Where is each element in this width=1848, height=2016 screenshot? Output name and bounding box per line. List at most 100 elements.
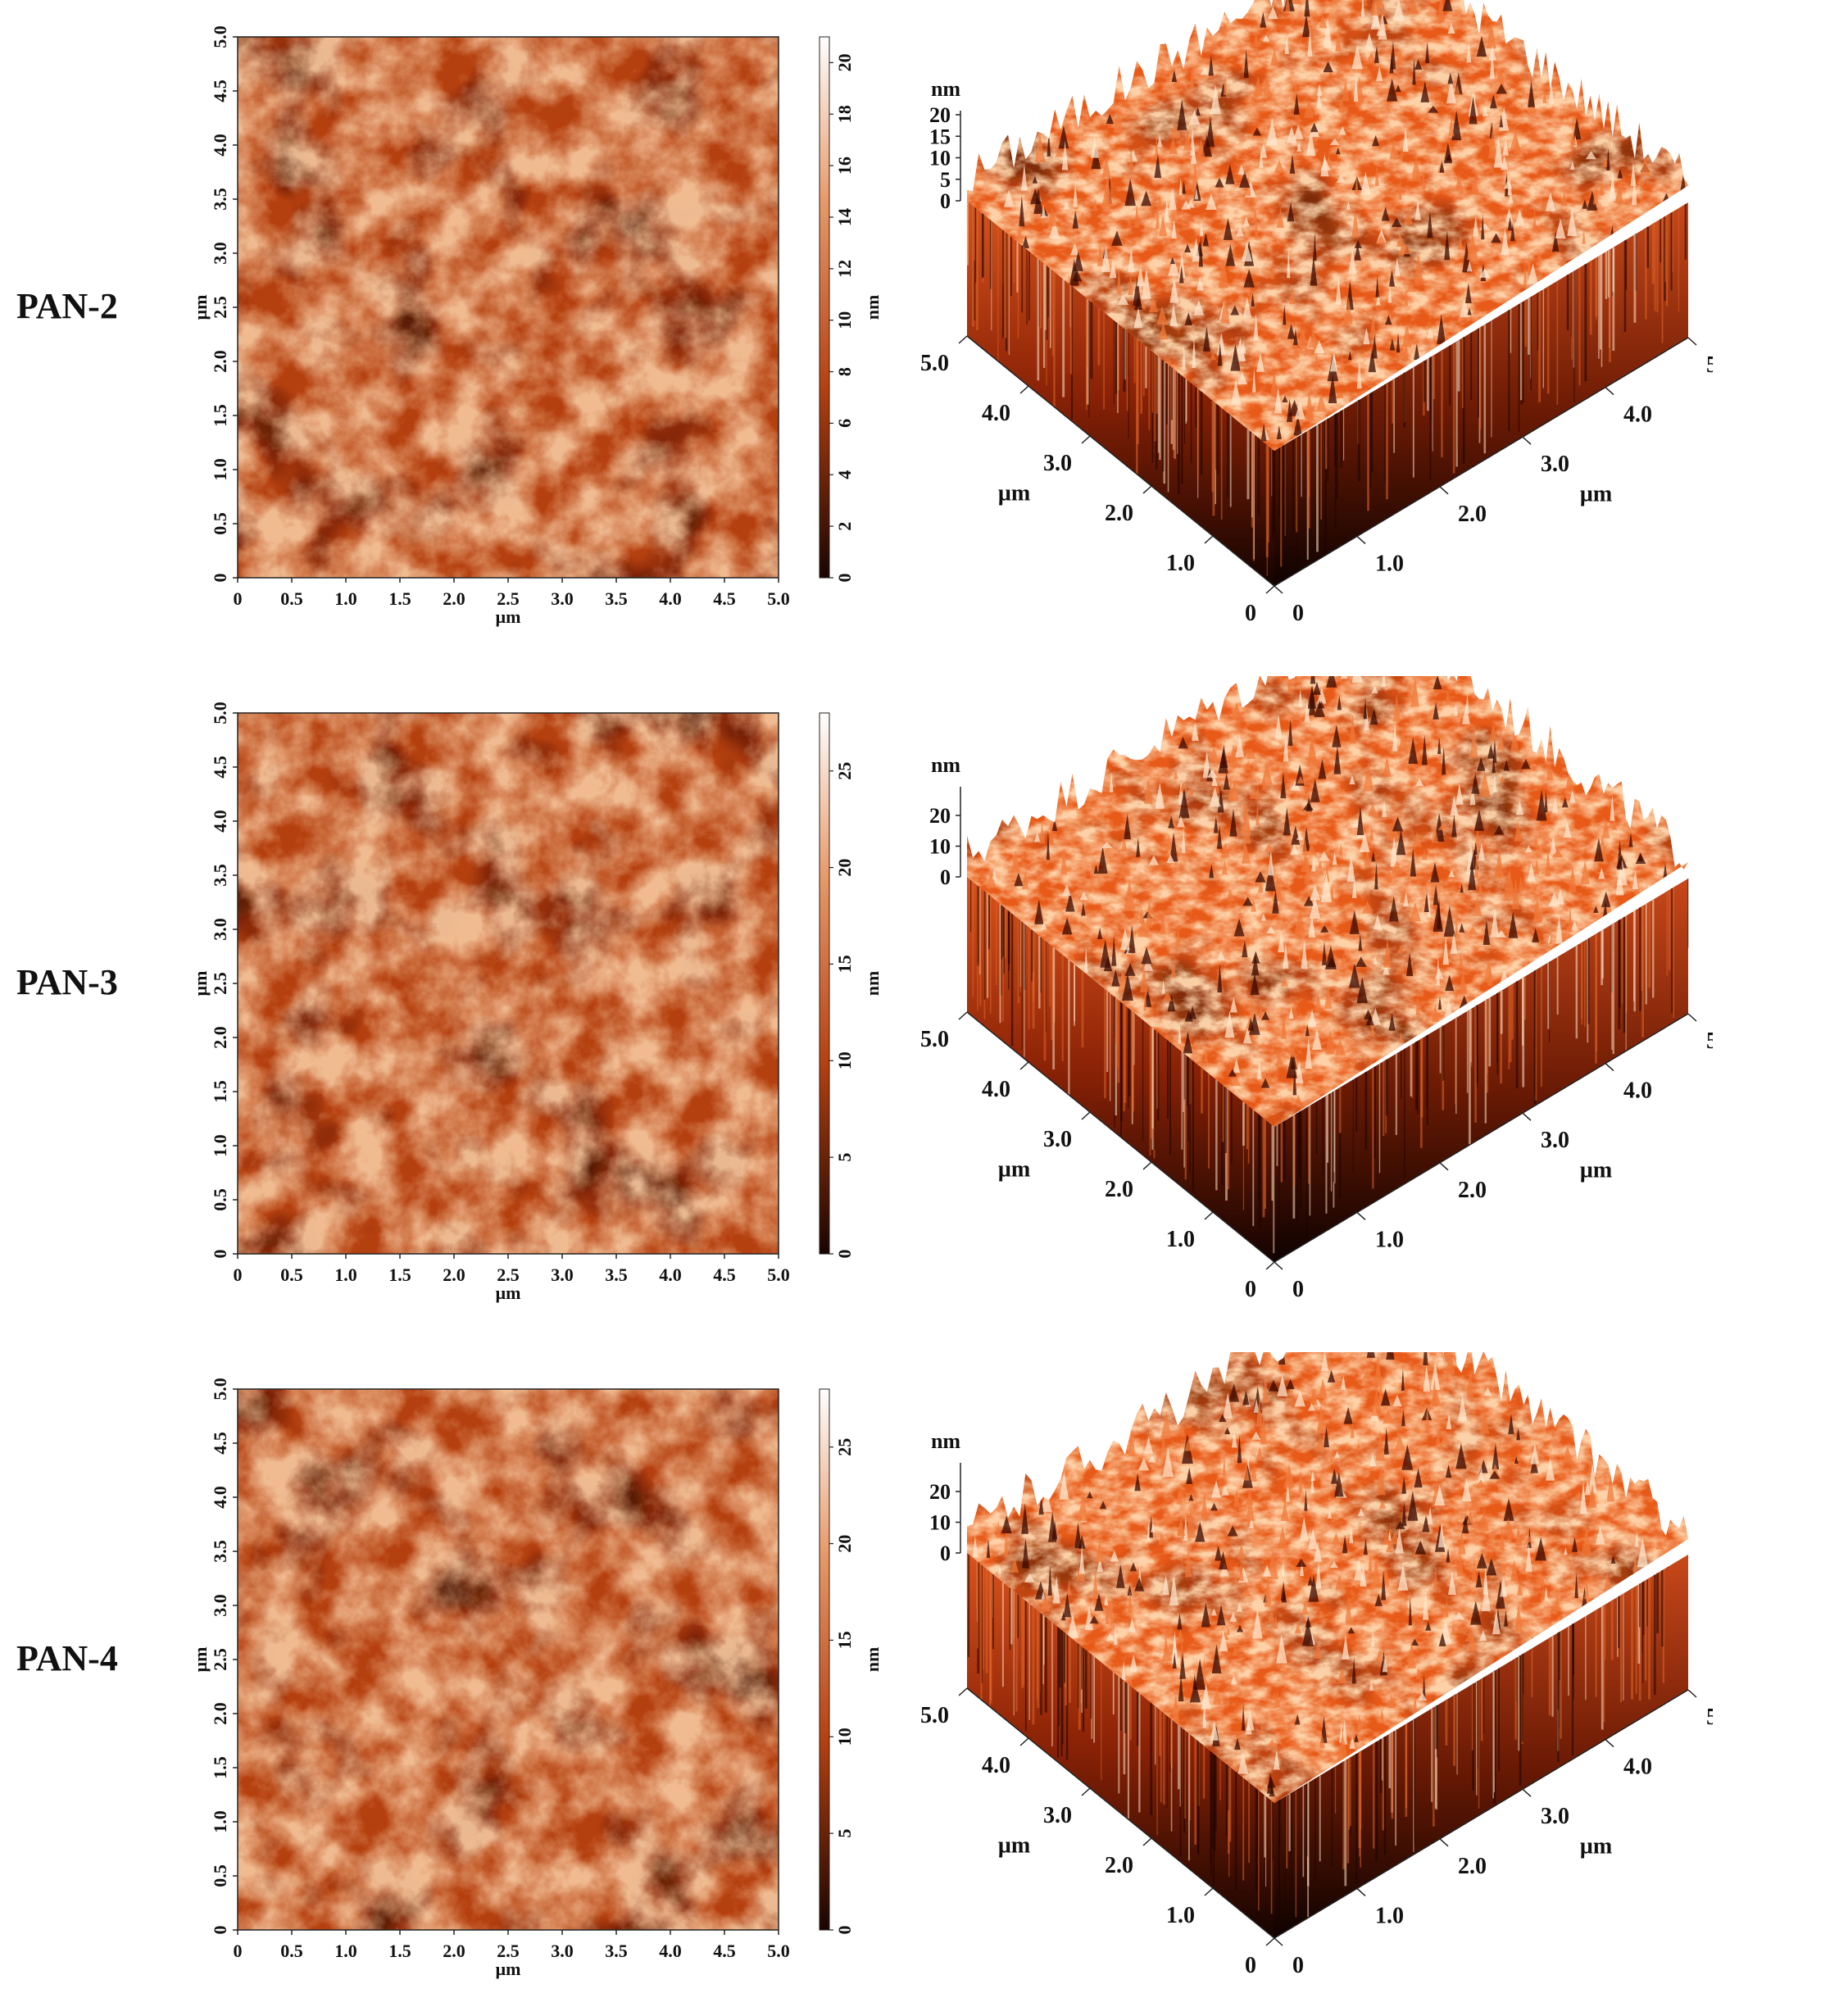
colorbar-tick-label: 15 bbox=[834, 955, 855, 973]
iso-right-tick-label: 4.0 bbox=[1623, 402, 1652, 428]
iso-left-unit: µm bbox=[998, 1833, 1030, 1859]
afm-3d-surface: 05101520nm01.02.03.04.05.0µm01.02.03.04.… bbox=[920, 0, 1713, 626]
afm-2d-map: 0 0.5 1.0 1.5 2.0 2.5 3.0 3.5 4.0 4.5 5.0 µm 0 0.5 1.0… bbox=[190, 25, 883, 627]
iso-right-unit: µm bbox=[1580, 482, 1612, 507]
colorbar-tick-label: 8 bbox=[834, 367, 855, 376]
iso-right-unit: µm bbox=[1580, 1834, 1612, 1859]
x-tick-label: 1.0 bbox=[334, 1265, 357, 1285]
tick-mark bbox=[958, 1687, 968, 1696]
tick-mark bbox=[1019, 1737, 1029, 1746]
y-tick-label: 1.0 bbox=[210, 1134, 230, 1157]
iso-left-tick-label: 1.0 bbox=[1166, 1903, 1195, 1928]
z-tick-label: 10 bbox=[929, 147, 951, 170]
afm-3d-surface: 0 10 20 nm 0 1.0 2.0 3.0 4.0 5.0 µm 0 1.0 2.0 3.0 4.0 5.… bbox=[920, 1352, 1713, 1978]
height-map-image bbox=[238, 1389, 779, 1930]
iso-right-tick-label: 1.0 bbox=[1375, 1903, 1404, 1928]
colorbar-tick-label: 25 bbox=[834, 1438, 855, 1456]
iso-left-tick-label: 3.0 bbox=[1043, 1803, 1072, 1828]
y-tick-label: 4.0 bbox=[210, 1486, 230, 1509]
iso-left-tick-label: 0 bbox=[1245, 1277, 1256, 1302]
y-tick-label: 3.0 bbox=[210, 918, 230, 941]
tick-mark bbox=[1522, 436, 1532, 445]
z-tick-label: 15 bbox=[929, 125, 951, 148]
tick-mark bbox=[1274, 1937, 1283, 1946]
z-axis-unit: nm bbox=[931, 1429, 960, 1453]
colorbar-tick-label: 18 bbox=[834, 105, 855, 123]
tick-mark bbox=[1356, 535, 1366, 544]
iso-left-tick-label: 3.0 bbox=[1043, 451, 1072, 476]
colorbar-tick-label: 6 bbox=[834, 419, 855, 428]
iso-right-tick-label: 4.0 bbox=[1623, 1755, 1652, 1780]
tick-mark bbox=[1605, 1739, 1614, 1748]
tick-mark bbox=[1439, 486, 1449, 495]
tick-mark bbox=[1081, 435, 1091, 444]
colorbar-tick-label: 10 bbox=[834, 1728, 855, 1746]
x-tick-label: 2.0 bbox=[443, 1941, 465, 1961]
iso-right-tick-label: 3.0 bbox=[1541, 452, 1569, 477]
y-tick-label: 2.0 bbox=[210, 1702, 230, 1725]
tick-mark bbox=[1522, 1112, 1532, 1121]
y-tick-label: 3.5 bbox=[210, 864, 230, 887]
iso-right-tick-label: 3.0 bbox=[1541, 1804, 1569, 1829]
surface-rendering bbox=[966, 1352, 1688, 1938]
tick-mark bbox=[1687, 1689, 1697, 1698]
tick-mark bbox=[1265, 585, 1275, 594]
y-tick-label: 4.5 bbox=[210, 756, 230, 779]
tick-mark bbox=[958, 335, 968, 344]
x-tick-label: 4.0 bbox=[659, 588, 682, 609]
y-tick-label: 5.0 bbox=[210, 1378, 230, 1401]
colorbar-tick-label: 0 bbox=[834, 574, 855, 583]
iso-right-tick-label: 0 bbox=[1292, 601, 1304, 626]
tick-mark bbox=[1204, 1211, 1214, 1220]
tick-mark bbox=[1081, 1787, 1091, 1796]
iso-right-tick-label: 4.0 bbox=[1623, 1078, 1652, 1104]
y-tick-label: 5.0 bbox=[210, 702, 230, 724]
iso-left-tick-label: 4.0 bbox=[982, 1753, 1010, 1778]
z-tick-label: 20 bbox=[929, 1480, 951, 1504]
x-tick-label: 4.5 bbox=[713, 588, 736, 609]
panel-row-3: PAN-4 0 0.5 1.0 1.5 2.0 2.5 3.0 3.5 4.0 4.5 5.0 µm 0… bbox=[0, 1352, 1848, 2016]
iso-right-tick-label: 0 bbox=[1292, 1953, 1304, 1978]
tick-mark bbox=[1204, 1887, 1214, 1896]
tick-mark bbox=[1204, 535, 1214, 544]
x-tick-label: 5.0 bbox=[767, 1941, 790, 1961]
colorbar-tick-label: 20 bbox=[834, 859, 855, 877]
x-tick-label: 4.5 bbox=[713, 1265, 736, 1285]
y-tick-label: 0 bbox=[210, 1926, 230, 1935]
surface-rendering bbox=[967, 676, 1689, 1262]
colorbar-tick-label: 20 bbox=[834, 53, 855, 71]
z-tick-label: 10 bbox=[929, 1511, 951, 1535]
x-tick-label: 1.5 bbox=[388, 588, 411, 609]
x-tick-label: 2.0 bbox=[443, 1265, 465, 1285]
x-tick-label: 2.5 bbox=[497, 1265, 520, 1285]
y-tick-label: 0 bbox=[210, 1250, 230, 1259]
y-axis-unit: µm bbox=[190, 294, 211, 320]
colorbar-tick-label: 0 bbox=[834, 1250, 855, 1259]
y-tick-label: 1.0 bbox=[210, 458, 230, 481]
iso-right-tick-label: 2.0 bbox=[1458, 502, 1487, 527]
iso-right-tick-label: 5.0 bbox=[1706, 1028, 1713, 1054]
tick-mark bbox=[1019, 1061, 1029, 1070]
x-axis-unit: µm bbox=[495, 606, 520, 627]
afm-2d-map: 0 0.5 1.0 1.5 2.0 2.5 3.0 3.5 4.0 4.5 5.0 µm 0 0.5 1.0… bbox=[190, 702, 883, 1303]
tick-mark bbox=[1274, 1261, 1283, 1270]
height-map-image bbox=[238, 37, 779, 578]
z-tick-label: 0 bbox=[940, 865, 951, 889]
x-tick-label: 2.5 bbox=[497, 1941, 520, 1961]
height-map-image bbox=[238, 713, 779, 1254]
iso-right-tick-label: 1.0 bbox=[1375, 551, 1404, 576]
iso-right-tick-label: 5.0 bbox=[1706, 352, 1713, 378]
y-axis-unit: µm bbox=[190, 1646, 211, 1672]
tick-mark bbox=[1687, 337, 1697, 346]
x-tick-label: 2.0 bbox=[443, 588, 465, 609]
x-tick-label: 4.0 bbox=[659, 1941, 682, 1961]
y-tick-label: 4.5 bbox=[210, 79, 230, 102]
y-tick-label: 2.0 bbox=[210, 350, 230, 373]
x-axis-unit: µm bbox=[495, 1283, 520, 1303]
y-tick-label: 3.0 bbox=[210, 242, 230, 265]
iso-right-tick-label: 2.0 bbox=[1458, 1178, 1487, 1203]
y-tick-label: 1.0 bbox=[210, 1810, 230, 1833]
tick-mark bbox=[958, 1011, 968, 1020]
y-tick-label: 3.0 bbox=[210, 1594, 230, 1617]
iso-right-tick-label: 1.0 bbox=[1375, 1227, 1404, 1252]
